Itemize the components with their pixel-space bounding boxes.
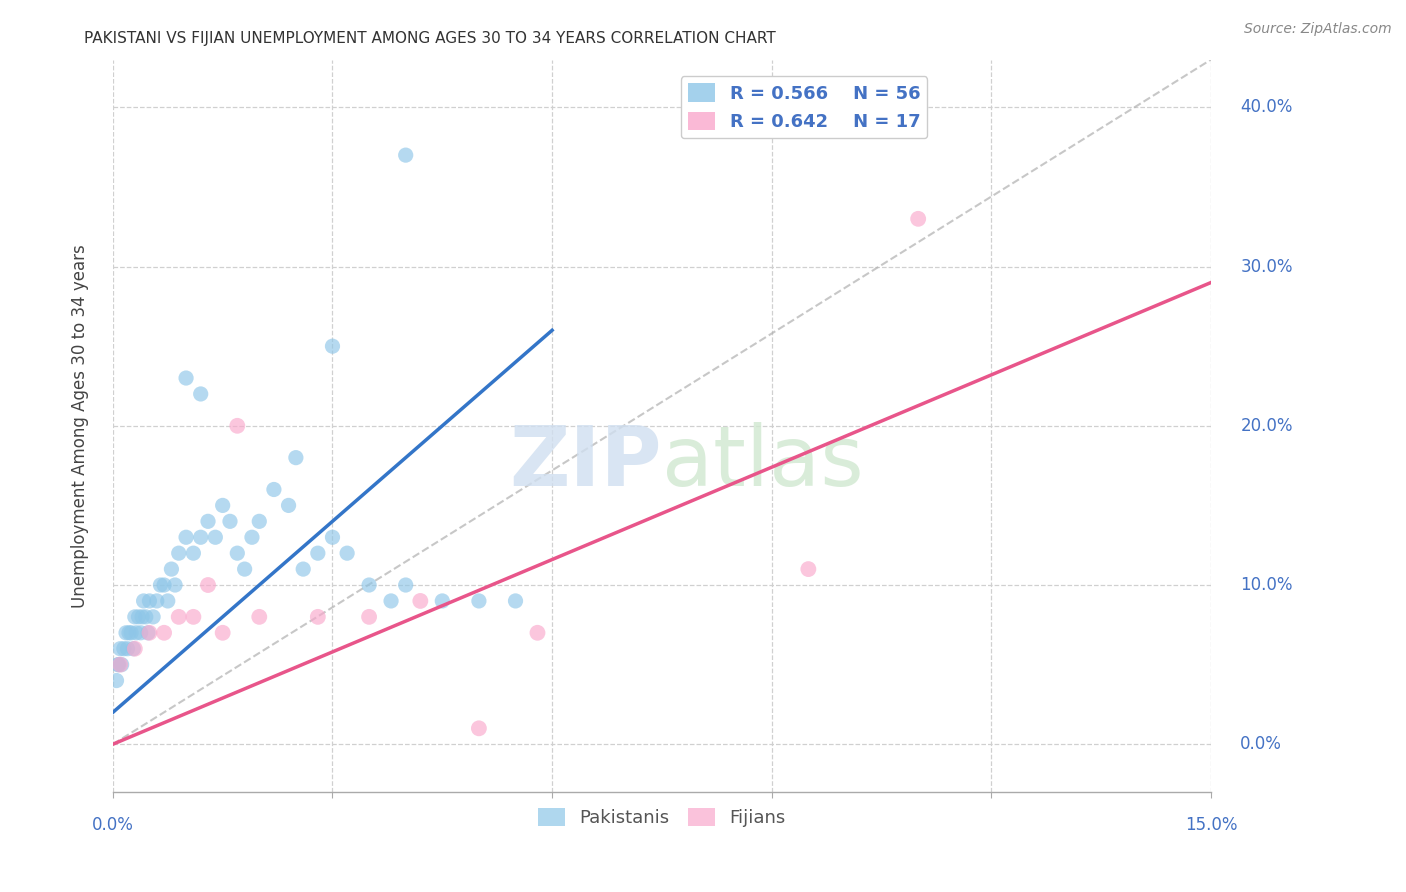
Point (131, 610, 153, 624)
Point (395, 148, 418, 162)
Point (107, 657, 129, 672)
Point (263, 483, 285, 497)
Point (284, 450, 307, 465)
Point (226, 418, 249, 433)
Point (190, 530, 212, 544)
Point (107, 657, 129, 672)
Point (138, 625, 160, 640)
Point (226, 546, 249, 560)
Point (142, 610, 165, 624)
Point (146, 594, 169, 608)
Point (321, 339, 343, 353)
Point (233, 562, 256, 576)
Point (120, 625, 142, 640)
Point (409, 594, 432, 608)
Point (380, 594, 402, 608)
Point (112, 641, 135, 656)
Text: 15.0%: 15.0% (1185, 816, 1237, 834)
Text: 10.0%: 10.0% (1240, 576, 1292, 594)
Point (190, 387, 212, 401)
Point (160, 562, 183, 576)
Point (108, 641, 131, 656)
Point (124, 610, 146, 624)
Point (167, 546, 190, 560)
Point (211, 499, 233, 513)
Point (117, 641, 139, 656)
Point (197, 514, 219, 528)
Point (115, 625, 138, 640)
Point (197, 578, 219, 592)
Point (505, 594, 527, 608)
Point (277, 499, 299, 513)
Text: ZIP: ZIP (509, 422, 662, 503)
Point (167, 610, 190, 624)
Point (336, 546, 359, 560)
Point (111, 657, 134, 672)
Point (359, 610, 381, 624)
Point (240, 530, 263, 544)
Point (174, 371, 197, 385)
Point (321, 530, 343, 544)
Point (105, 673, 128, 688)
Point (153, 578, 176, 592)
Point (135, 610, 157, 624)
Point (907, 211, 929, 226)
Text: 40.0%: 40.0% (1240, 98, 1292, 116)
Point (118, 625, 141, 640)
Point (219, 514, 242, 528)
Point (124, 641, 146, 656)
Point (183, 546, 205, 560)
Legend: Pakistanis, Fijians: Pakistanis, Fijians (531, 800, 793, 834)
Point (125, 625, 148, 640)
Point (247, 514, 270, 528)
Point (526, 625, 548, 640)
Text: 30.0%: 30.0% (1240, 258, 1292, 276)
Point (153, 625, 176, 640)
Point (468, 594, 491, 608)
Point (132, 594, 155, 608)
Text: atlas: atlas (662, 422, 863, 503)
Point (138, 594, 160, 608)
Point (432, 594, 454, 608)
Point (149, 578, 172, 592)
Point (174, 530, 197, 544)
Point (127, 610, 149, 624)
Point (211, 625, 233, 640)
Text: 0.0%: 0.0% (1240, 735, 1282, 753)
Y-axis label: Unemployment Among Ages 30 to 34 years: Unemployment Among Ages 30 to 34 years (72, 244, 89, 607)
Point (183, 610, 205, 624)
Point (122, 641, 145, 656)
Point (292, 562, 315, 576)
Point (108, 657, 131, 672)
Point (307, 546, 329, 560)
Point (204, 530, 226, 544)
Point (165, 578, 187, 592)
Text: 0.0%: 0.0% (91, 816, 134, 834)
Point (156, 594, 179, 608)
Point (129, 625, 152, 640)
Point (247, 610, 270, 624)
Text: PAKISTANI VS FIJIAN UNEMPLOYMENT AMONG AGES 30 TO 34 YEARS CORRELATION CHART: PAKISTANI VS FIJIAN UNEMPLOYMENT AMONG A… (84, 31, 776, 46)
Text: Source: ZipAtlas.com: Source: ZipAtlas.com (1244, 22, 1392, 37)
Text: 20.0%: 20.0% (1240, 417, 1292, 434)
Point (468, 721, 491, 735)
Point (307, 610, 329, 624)
Point (359, 578, 381, 592)
Point (395, 578, 418, 592)
Point (797, 562, 820, 576)
Point (136, 625, 159, 640)
